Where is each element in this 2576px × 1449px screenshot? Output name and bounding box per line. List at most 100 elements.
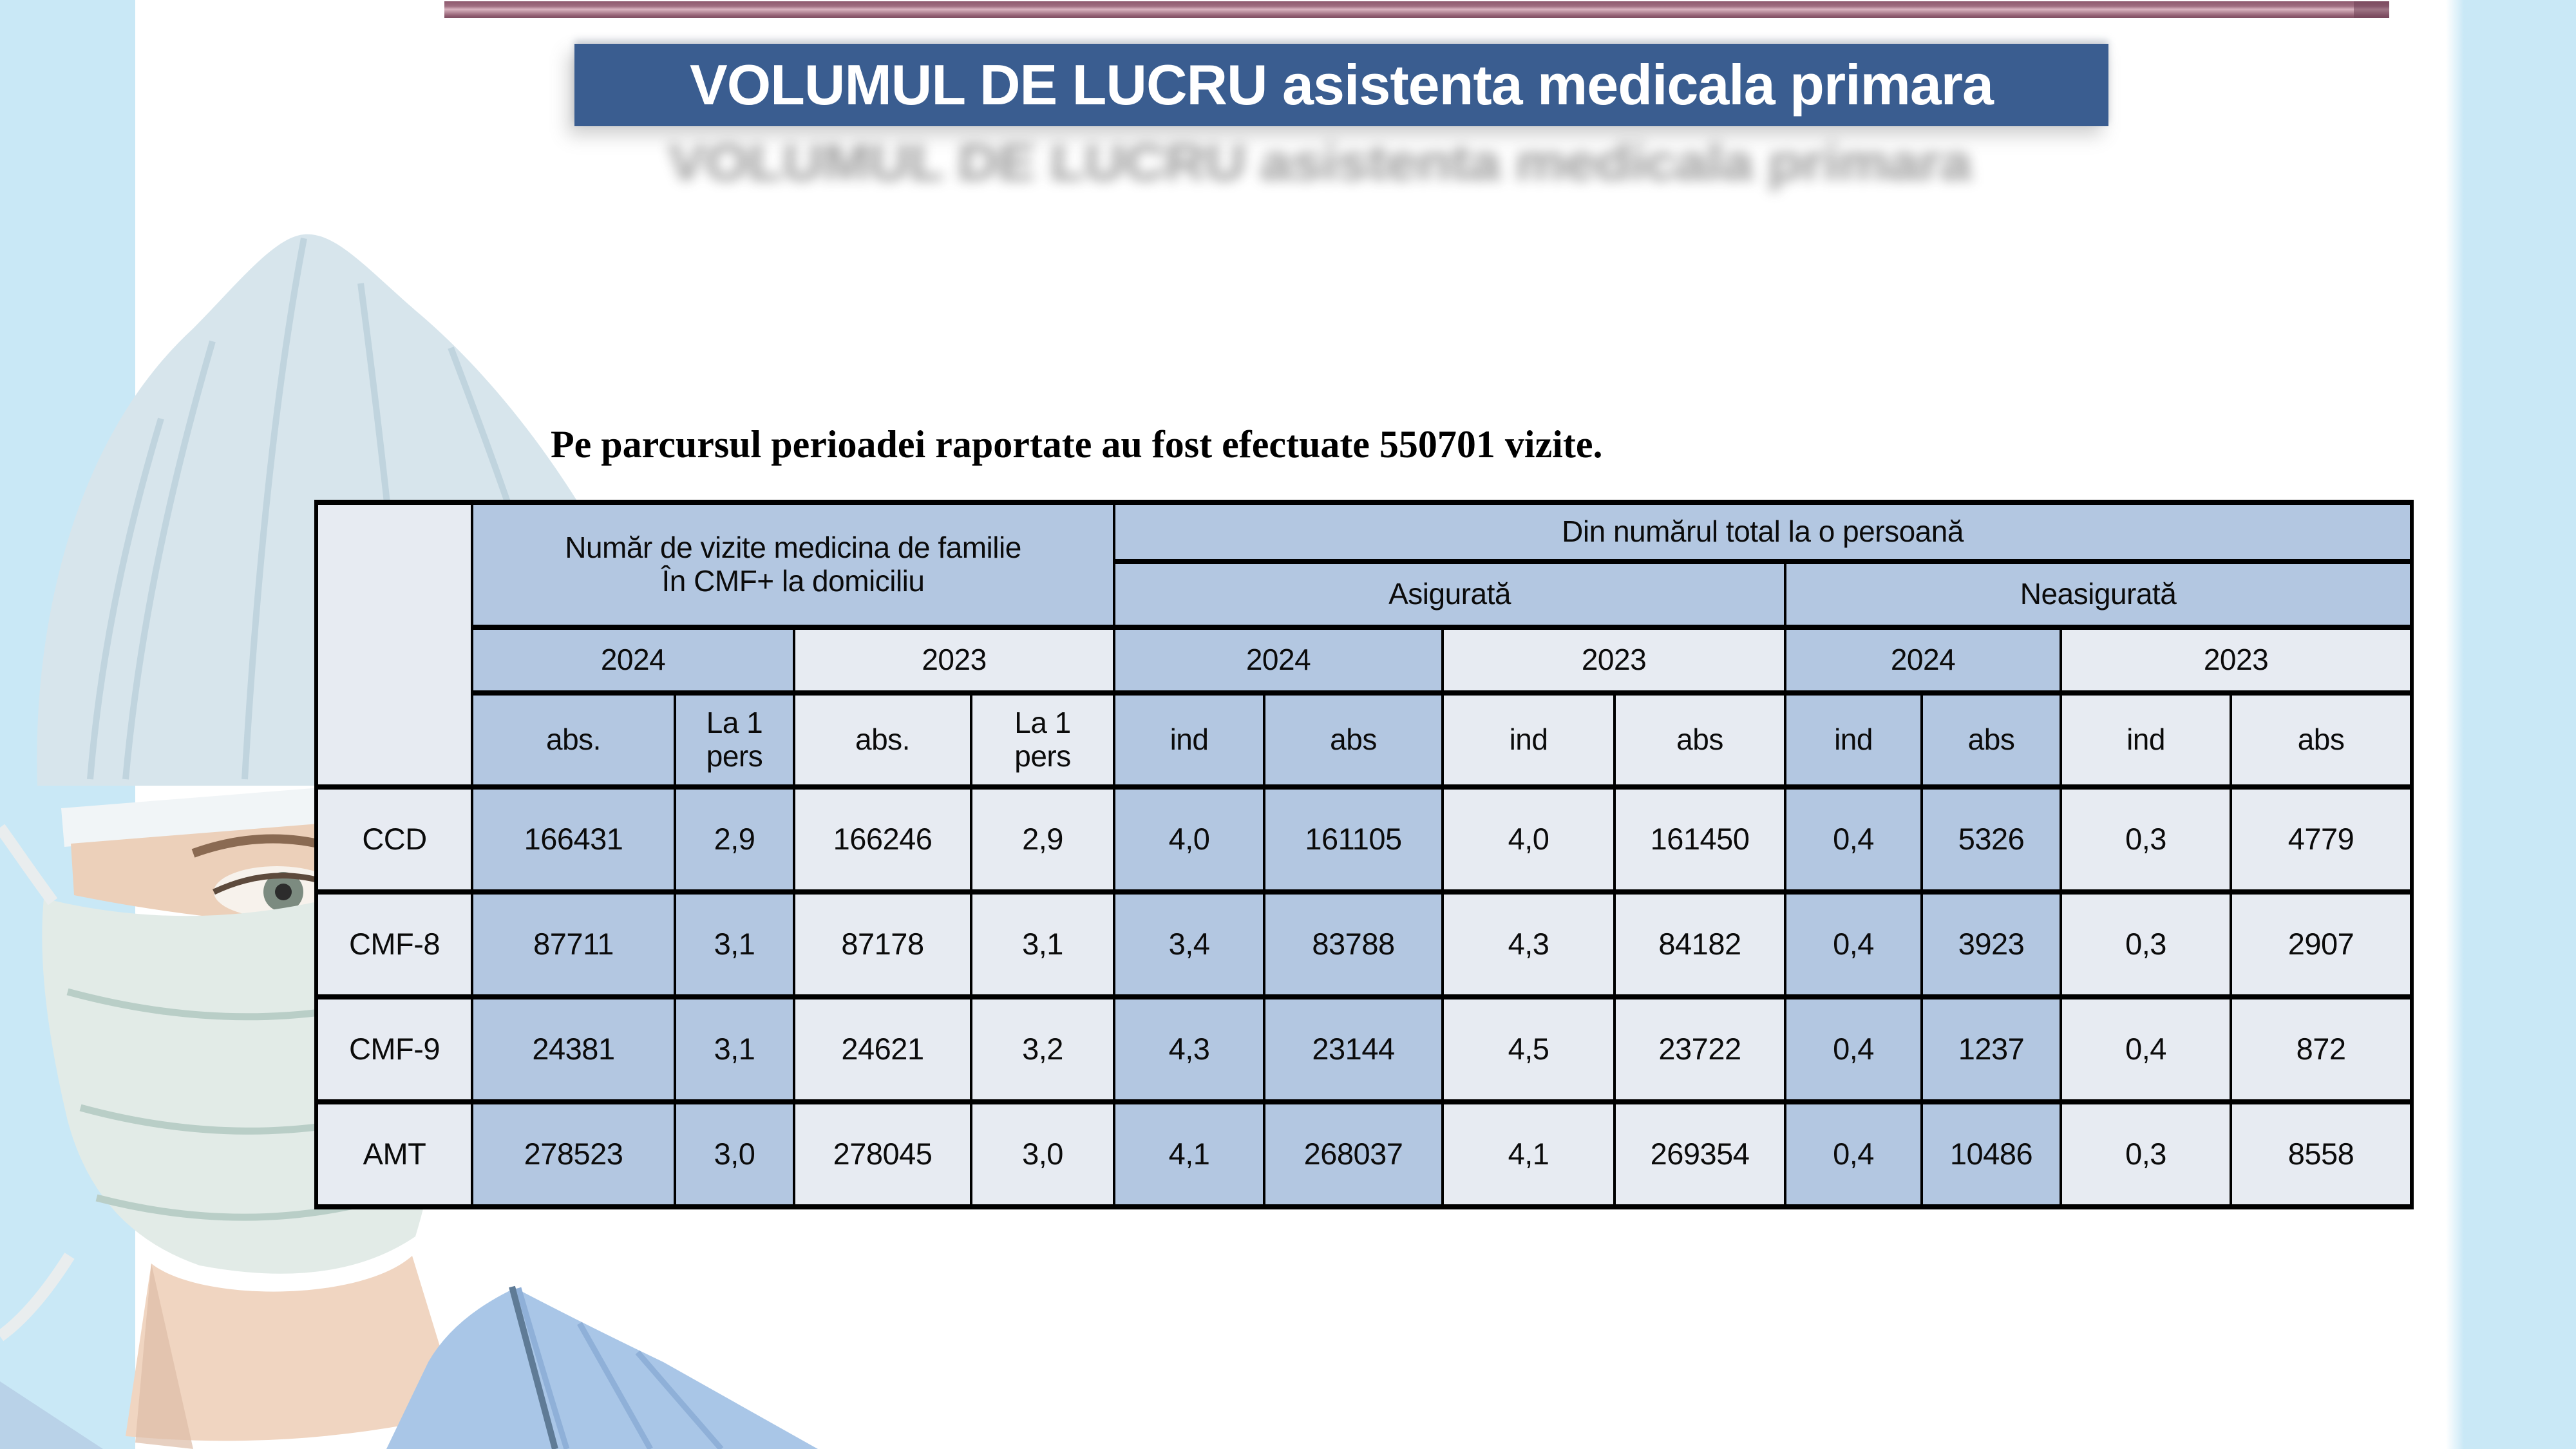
header-year-2023: 2023 xyxy=(792,625,1116,696)
data-cell: 0,3 xyxy=(2060,784,2233,895)
scrub-folds xyxy=(515,1287,724,1449)
data-cell: 278045 xyxy=(793,1099,972,1209)
header-total-per-person: Din numărul total la o persoană xyxy=(1113,500,2414,564)
mask-straps xyxy=(0,824,75,1341)
data-cell: 0,4 xyxy=(1784,994,1924,1104)
header-abs: abs xyxy=(1613,690,1787,790)
page-title: VOLUMUL DE LUCRU asistenta medicala prim… xyxy=(690,53,1994,117)
data-cell: 4779 xyxy=(2230,784,2414,895)
data-cell: 0,4 xyxy=(1784,1099,1924,1209)
data-cell: 87178 xyxy=(793,889,972,999)
data-cell: 84182 xyxy=(1613,889,1787,999)
data-cell: 3,2 xyxy=(969,994,1116,1104)
corner-cell xyxy=(315,500,473,790)
data-cell: 166431 xyxy=(471,784,676,895)
data-cell: 268037 xyxy=(1263,1099,1444,1209)
header-ind: ind xyxy=(1113,690,1266,790)
header-year-2023: 2023 xyxy=(1441,625,1787,696)
header-year-2024: 2024 xyxy=(1784,625,2063,696)
row-label: AMT xyxy=(315,1099,473,1209)
header-abs: abs. xyxy=(471,690,676,790)
header-ind: ind xyxy=(1784,690,1924,790)
header-insured: Asigurată xyxy=(1113,559,1787,630)
data-cell: 83788 xyxy=(1263,889,1444,999)
data-cell: 4,3 xyxy=(1441,889,1616,999)
header-year-2024: 2024 xyxy=(471,625,795,696)
data-cell: 23144 xyxy=(1263,994,1444,1104)
right-accent-strip xyxy=(2446,0,2576,1449)
row-label: CMF-9 xyxy=(315,994,473,1104)
header-ind: ind xyxy=(1441,690,1616,790)
header-ind: ind xyxy=(2060,690,2233,790)
collar-edge xyxy=(509,1285,558,1449)
data-cell: 5326 xyxy=(1920,784,2063,895)
data-cell: 4,1 xyxy=(1113,1099,1266,1209)
data-cell: 0,4 xyxy=(1784,889,1924,999)
data-cell: 24381 xyxy=(471,994,676,1104)
header-abs: abs xyxy=(1263,690,1444,790)
data-cell: 4,0 xyxy=(1441,784,1616,895)
header-la1pers: La 1 pers xyxy=(969,690,1116,790)
data-cell: 0,4 xyxy=(2060,994,2233,1104)
header-abs: abs. xyxy=(793,690,972,790)
data-cell: 161450 xyxy=(1613,784,1787,895)
data-cell: 3,4 xyxy=(1113,889,1266,999)
data-cell: 3,1 xyxy=(969,889,1116,999)
table-row: CCD 166431 2,9 166246 2,9 4,0 161105 4,0… xyxy=(315,784,2414,895)
data-cell: 1237 xyxy=(1920,994,2063,1104)
table-row: AMT 278523 3,0 278045 3,0 4,1 268037 4,1… xyxy=(315,1099,2414,1209)
data-cell: 8558 xyxy=(2230,1099,2414,1209)
data-cell: 872 xyxy=(2230,994,2414,1104)
data-cell: 24621 xyxy=(793,994,972,1104)
header-la1pers: La 1 pers xyxy=(674,690,795,790)
visits-table: Număr de vizite medicina de familie În C… xyxy=(314,500,2414,1209)
data-cell: 3,1 xyxy=(674,889,795,999)
header-year-2023: 2023 xyxy=(2060,625,2414,696)
header-la1pers-line2: pers xyxy=(706,739,763,773)
header-row-years: 2024 2023 2024 2023 2024 2023 xyxy=(316,625,2414,696)
title-bar: VOLUMUL DE LUCRU asistenta medicala prim… xyxy=(574,44,2108,126)
row-label: CCD xyxy=(315,784,473,895)
data-cell: 2907 xyxy=(2230,889,2414,999)
header-family-medicine: Număr de vizite medicina de familie În C… xyxy=(470,500,1116,630)
data-cell: 269354 xyxy=(1613,1099,1787,1209)
data-cell: 166246 xyxy=(793,784,972,895)
left-shoulder xyxy=(0,1381,103,1449)
neck-shadow xyxy=(135,1264,193,1449)
data-cell: 3,1 xyxy=(674,994,795,1104)
header-year-2024: 2024 xyxy=(1113,625,1444,696)
data-cell: 87711 xyxy=(471,889,676,999)
title-shadow: VOLUMUL DE LUCRU asistenta medicala prim… xyxy=(667,133,1973,192)
header-abs: abs xyxy=(1920,690,2063,790)
header-abs: abs xyxy=(2230,690,2414,790)
header-row-groups: Număr de vizite medicina de familie În C… xyxy=(315,500,2414,790)
header-la1pers-line2: pers xyxy=(1014,739,1071,773)
data-cell: 4,0 xyxy=(1113,784,1266,895)
visits-table-wrapper: Număr de vizite medicina de familie În C… xyxy=(314,500,2414,1209)
table-row: CMF-9 24381 3,1 24621 3,2 4,3 23144 4,5 … xyxy=(315,994,2414,1104)
data-cell: 3,0 xyxy=(969,1099,1116,1209)
header-uninsured: Neasigurată xyxy=(1784,559,2414,630)
data-cell: 0,4 xyxy=(1784,784,1924,895)
row-label: CMF-8 xyxy=(315,889,473,999)
intro-line: Pe parcursul perioadei raportate au fost… xyxy=(551,423,1603,466)
header-la1pers-line1: La 1 xyxy=(1014,706,1071,740)
data-cell: 0,3 xyxy=(2060,1099,2233,1209)
top-divider-line xyxy=(444,1,2389,18)
data-cell: 3923 xyxy=(1920,889,2063,999)
data-cell: 0,3 xyxy=(2060,889,2233,999)
data-cell: 10486 xyxy=(1920,1099,2063,1209)
table-row: CMF-8 87711 3,1 87178 3,1 3,4 83788 4,3 … xyxy=(315,889,2414,999)
header-family-medicine-line2: În CMF+ la domiciliu xyxy=(661,564,925,598)
data-cell: 161105 xyxy=(1263,784,1444,895)
data-cell: 2,9 xyxy=(674,784,795,895)
header-row-measures: abs. La 1 pers abs. La 1 pers ind abs in… xyxy=(316,690,2414,790)
data-cell: 4,3 xyxy=(1113,994,1266,1104)
header-family-medicine-line1: Număr de vizite medicina de familie xyxy=(565,531,1021,565)
data-cell: 4,1 xyxy=(1441,1099,1616,1209)
data-cell: 2,9 xyxy=(969,784,1116,895)
header-la1pers-line1: La 1 xyxy=(706,706,763,740)
data-cell: 23722 xyxy=(1613,994,1787,1104)
data-cell: 4,5 xyxy=(1441,994,1616,1104)
